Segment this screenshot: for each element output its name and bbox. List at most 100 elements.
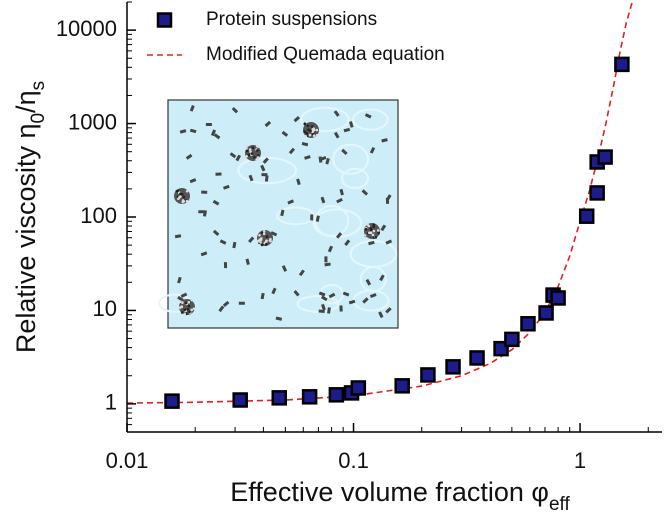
inset-aggregate-grain: [262, 232, 266, 236]
data-point: [538, 305, 554, 321]
inset-particle: [336, 197, 343, 204]
inset-particle: [222, 300, 230, 307]
inset-aggregate-grain: [304, 134, 308, 138]
inset-aggregate-grain: [183, 308, 187, 312]
inset-particle: [385, 307, 392, 314]
inset-aggregate-grain: [178, 196, 181, 199]
inset-particle: [248, 174, 254, 182]
inset-swirl: [340, 167, 370, 190]
inset-particle: [339, 188, 344, 196]
inset-particle: [287, 199, 295, 205]
inset-particle: [215, 172, 222, 176]
inset-particle: [385, 239, 393, 245]
inset-particle: [339, 305, 343, 312]
inset-particle: [364, 113, 372, 119]
inset-aggregate-grain: [256, 156, 260, 159]
inset-particle: [380, 224, 387, 232]
y-tick-label: 1: [105, 390, 117, 415]
inset-aggregate-grain: [374, 236, 378, 239]
inset-aggregate-grain: [257, 239, 260, 243]
y-axis-label: Relative viscosity η0/ηs: [11, 81, 48, 353]
inset-aggregate-grain: [260, 231, 264, 235]
data-point: [520, 316, 536, 332]
inset-aggregate-grain: [311, 130, 314, 134]
inset-aggregate-grain: [372, 223, 376, 227]
inset-aggregate-grain: [303, 130, 306, 133]
inset-aggregate-grain: [372, 225, 376, 229]
inset-aggregate-grain: [268, 239, 272, 242]
inset-aggregate-grain: [256, 149, 259, 152]
inset-aggregate-grain: [190, 298, 193, 302]
legend-label: Modified Quemada equation: [206, 44, 445, 65]
inset-aggregate-grain: [258, 234, 261, 237]
data-point: [550, 290, 566, 306]
label-subscript: eff: [549, 494, 571, 512]
y-tick-label: 10000: [56, 16, 117, 41]
inset-aggregate-grain: [247, 153, 251, 157]
inset-aggregate-grain: [265, 235, 269, 238]
inset-aggregate-grain: [253, 155, 256, 159]
inset-particle: [177, 295, 184, 302]
inset-particle: [271, 287, 277, 295]
inset-particle: [205, 122, 212, 127]
inset-particle: [212, 229, 220, 236]
inset-particle: [189, 178, 197, 184]
inset-aggregate-grain: [178, 300, 182, 303]
inset-aggregate-grain: [180, 311, 184, 314]
inset-particle: [343, 127, 351, 133]
y-tick-label: 10: [93, 296, 117, 321]
inset-particle: [378, 311, 384, 319]
data-point: [469, 350, 485, 366]
data-point: [394, 378, 410, 394]
x-tick-label: 0.1: [338, 448, 369, 473]
data-point: [232, 392, 248, 408]
inset-aggregate-grain: [371, 233, 375, 237]
inset-particle: [202, 210, 207, 217]
inset-particle: [381, 138, 388, 143]
data-point: [597, 149, 613, 165]
inset-swirl: [276, 206, 315, 226]
inset-aggregate-grain: [175, 189, 179, 193]
inset-particle: [248, 236, 255, 243]
inset-particle: [288, 147, 296, 155]
inset-aggregate-grain: [363, 234, 367, 237]
y-tick-label: 1000: [68, 109, 117, 134]
inset-particle: [270, 231, 278, 237]
inset-particle: [342, 291, 350, 297]
inset-aggregate-grain: [377, 231, 381, 235]
inset-aggregate-grain: [303, 122, 307, 125]
data-point: [350, 380, 367, 396]
inset-particle: [333, 110, 340, 117]
inset-particle: [218, 305, 225, 313]
inset-aggregate-grain: [369, 227, 373, 230]
inset-particle: [328, 292, 336, 299]
inset-aggregate-grain: [255, 144, 259, 148]
inset-particle: [280, 209, 285, 217]
inset-particle: [362, 297, 369, 304]
inset-aggregate-grain: [185, 199, 189, 203]
inset-aggregate-grain: [376, 229, 380, 232]
inset-particle: [325, 157, 330, 165]
inset-particle: [222, 184, 230, 190]
inset-particle: [212, 199, 220, 206]
label-text: Relative viscosity η: [11, 124, 41, 354]
inset-particle: [245, 258, 250, 266]
inset-aggregate-grain: [192, 307, 196, 310]
data-point: [164, 393, 180, 409]
inset-particle: [201, 190, 208, 194]
legend-marker: [156, 12, 173, 28]
inset-particle: [200, 251, 208, 257]
data-point: [445, 359, 461, 375]
inset-particle: [379, 274, 385, 282]
data-point: [328, 387, 345, 403]
inset-swirl: [296, 294, 340, 313]
inset-aggregate-grain: [309, 129, 312, 133]
inset-particle: [318, 309, 325, 314]
inset-particle: [318, 156, 323, 163]
inset-aggregate-grain: [312, 128, 316, 132]
y-tick-label: 100: [80, 203, 117, 228]
inset-particle: [213, 133, 221, 140]
inset-particle: [335, 232, 343, 239]
inset-particle: [301, 141, 309, 147]
